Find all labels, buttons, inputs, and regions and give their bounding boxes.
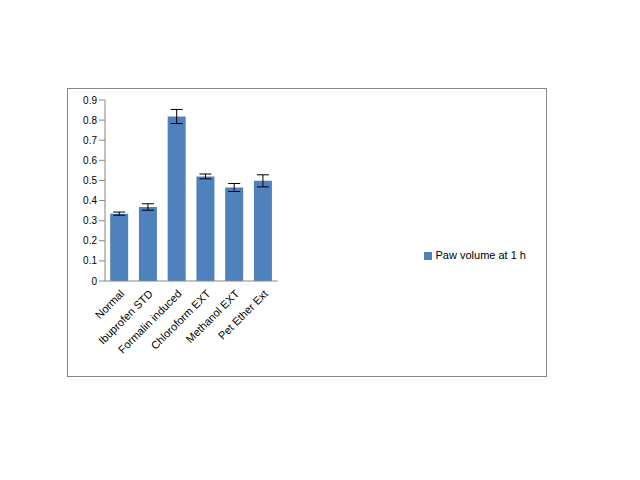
svg-text:Chloroform EXT: Chloroform EXT [148, 287, 213, 352]
svg-text:0.1: 0.1 [83, 255, 97, 266]
svg-text:Normal: Normal [92, 287, 127, 321]
svg-text:0.5: 0.5 [83, 175, 97, 186]
svg-text:0.9: 0.9 [83, 95, 97, 106]
svg-text:Formalin induced: Formalin induced [115, 287, 184, 356]
svg-text:Ibuprofen STD: Ibuprofen STD [96, 287, 156, 347]
svg-text:0.4: 0.4 [83, 195, 97, 206]
svg-text:0.6: 0.6 [83, 155, 97, 166]
html-text:Paw volume at 1 h: Paw volume at 1 h [435, 249, 526, 261]
svg-text:0.2: 0.2 [83, 235, 97, 246]
svg-text:0.3: 0.3 [83, 215, 97, 226]
svg-text:0.7: 0.7 [83, 135, 97, 146]
svg-text:0.8: 0.8 [83, 115, 97, 126]
svg-text:Methanol EXT: Methanol EXT [183, 287, 242, 346]
svg-text:0: 0 [91, 276, 97, 287]
svg-text:Pet Ether Ext: Pet Ether Ext [216, 287, 270, 341]
